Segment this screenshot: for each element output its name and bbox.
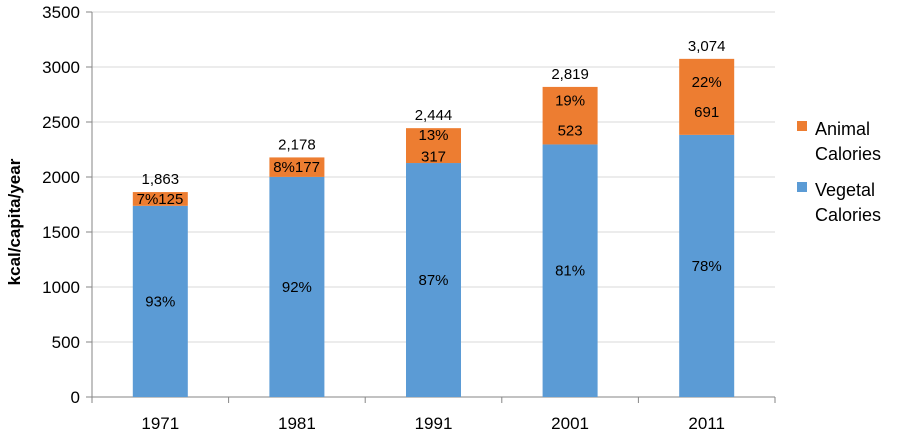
bar-animal-1981 xyxy=(269,157,325,177)
data-labels: 1,863 93% 7% 125 2,178 92% 8% 177 2,444 87% 13% 317… xyxy=(137,38,726,311)
y-tick-label: 1500 xyxy=(42,223,80,242)
animal-percent-label: 8% xyxy=(273,159,295,176)
bar-vegetal-2001 xyxy=(542,144,598,397)
legend-label-line2: Calories xyxy=(815,144,881,164)
legend-swatch xyxy=(797,182,807,192)
animal-value-label: 177 xyxy=(295,159,320,176)
y-tick-label: 2000 xyxy=(42,168,80,187)
x-tick-label: 1971 xyxy=(141,414,179,433)
bars xyxy=(132,58,735,397)
bar-animal-2001 xyxy=(542,86,598,145)
animal-value-label: 317 xyxy=(421,148,446,165)
x-tick-label: 2011 xyxy=(688,414,725,433)
animal-value-label: 523 xyxy=(558,123,583,140)
legend: Animal Calories Vegetal Calories xyxy=(797,119,881,225)
axes: 0 500 1000 1500 2000 2500 3000 3500 1971 1981 1991… xyxy=(42,3,776,433)
bar-vegetal-1971 xyxy=(132,205,188,397)
bar-animal-2011 xyxy=(679,58,735,135)
y-tick-label: 3000 xyxy=(42,58,80,77)
y-axis-title: kcal/capita/year xyxy=(5,158,24,285)
animal-percent-label: 22% xyxy=(692,74,722,91)
animal-value-label: 691 xyxy=(694,104,719,121)
x-tick-label: 2001 xyxy=(551,414,589,433)
legend-label-line1: Vegetal xyxy=(815,180,875,200)
animal-percent-label: 7% xyxy=(137,191,159,208)
bar-vegetal-1981 xyxy=(269,176,325,397)
x-tick-label: 1991 xyxy=(415,414,453,433)
total-label: 2,444 xyxy=(415,107,453,124)
animal-value-label: 125 xyxy=(158,191,183,208)
y-tick-label: 0 xyxy=(71,388,80,407)
total-label: 2,819 xyxy=(551,66,589,83)
vegetal-percent-label: 87% xyxy=(418,272,448,289)
legend-label-line2: Calories xyxy=(815,205,881,225)
legend-swatch xyxy=(797,121,807,131)
vegetal-percent-label: 92% xyxy=(282,279,312,296)
vegetal-percent-label: 93% xyxy=(145,293,175,310)
legend-label-line1: Animal xyxy=(815,119,870,139)
y-tick-label: 1000 xyxy=(42,278,80,297)
bar-animal-1971 xyxy=(132,192,188,206)
animal-percent-label: 13% xyxy=(418,127,448,144)
y-tick-label: 500 xyxy=(52,333,80,352)
bar-vegetal-1991 xyxy=(406,163,461,397)
bar-vegetal-2011 xyxy=(679,134,735,397)
y-tick-label: 2500 xyxy=(42,113,80,132)
total-label: 1,863 xyxy=(142,171,180,188)
x-tick-label: 1981 xyxy=(278,414,316,433)
total-label: 2,178 xyxy=(278,136,316,153)
total-label: 3,074 xyxy=(688,38,726,55)
bar-animal-1991 xyxy=(406,128,461,164)
y-tick-label: 3500 xyxy=(42,3,80,22)
vegetal-percent-label: 78% xyxy=(692,258,722,275)
animal-percent-label: 19% xyxy=(555,93,585,110)
vegetal-percent-label: 81% xyxy=(555,263,585,280)
